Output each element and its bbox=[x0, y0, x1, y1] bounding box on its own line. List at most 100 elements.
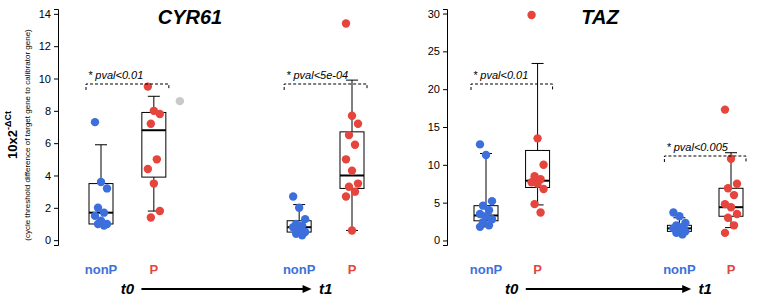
tick: 2 bbox=[45, 202, 58, 214]
box-body bbox=[340, 132, 364, 189]
point bbox=[103, 184, 111, 192]
point bbox=[476, 140, 484, 148]
point bbox=[678, 230, 686, 238]
point bbox=[342, 155, 350, 163]
bracket bbox=[664, 156, 746, 162]
point bbox=[156, 110, 164, 118]
y-axis-note: (cycle threshold difference of target ge… bbox=[23, 29, 32, 241]
point bbox=[733, 180, 741, 188]
tick-mark bbox=[54, 143, 58, 144]
y-axis-line bbox=[54, 10, 59, 246]
category-label: nonP bbox=[283, 262, 316, 277]
box-body bbox=[89, 184, 113, 224]
point bbox=[530, 200, 538, 208]
time-label: t1 bbox=[319, 280, 332, 297]
point bbox=[147, 213, 155, 221]
tick: 6 bbox=[45, 137, 58, 149]
point bbox=[144, 165, 152, 173]
tick-label: 10 bbox=[39, 73, 51, 85]
box bbox=[719, 153, 743, 228]
tick-mark bbox=[54, 208, 58, 209]
box bbox=[340, 80, 364, 230]
tick: 0 bbox=[434, 234, 447, 246]
tick-mark bbox=[54, 79, 58, 80]
point bbox=[289, 192, 297, 200]
tick-mark bbox=[54, 175, 58, 176]
box bbox=[89, 145, 113, 226]
median bbox=[142, 129, 166, 131]
whisker-cap bbox=[95, 144, 107, 145]
outlier bbox=[176, 97, 184, 105]
title: TAZ bbox=[581, 6, 619, 28]
point bbox=[348, 111, 356, 119]
tick: 20 bbox=[428, 83, 447, 95]
y-axis: 0 2 4 6 8 10 12 14 bbox=[39, 8, 59, 246]
tick-mark bbox=[443, 51, 447, 52]
box bbox=[142, 96, 166, 211]
bracket bbox=[471, 84, 553, 90]
tick-label: 4 bbox=[45, 170, 51, 182]
point bbox=[539, 161, 547, 169]
category-label: nonP bbox=[85, 262, 118, 277]
point bbox=[485, 221, 493, 229]
tick: 5 bbox=[434, 197, 447, 209]
category-label: P bbox=[533, 262, 542, 277]
arrow-line bbox=[141, 288, 305, 290]
point bbox=[675, 212, 683, 220]
tick-label: 0 bbox=[45, 234, 51, 246]
whisker bbox=[486, 153, 487, 205]
tick-label: 2 bbox=[45, 202, 51, 214]
point bbox=[147, 120, 155, 128]
tick: 14 bbox=[39, 8, 58, 20]
whisker-cap bbox=[532, 63, 544, 64]
category-label: nonP bbox=[663, 262, 696, 277]
time-label: t0 bbox=[505, 280, 519, 297]
annotation: * pval<5e-04 bbox=[286, 69, 348, 81]
tick: 30 bbox=[428, 8, 447, 20]
tick-mark bbox=[54, 14, 58, 15]
tick-mark bbox=[54, 46, 58, 47]
bracket bbox=[86, 84, 169, 90]
point bbox=[727, 203, 735, 211]
point bbox=[97, 178, 105, 186]
tick-label: 25 bbox=[428, 45, 440, 57]
category-label: P bbox=[727, 262, 736, 277]
tick-mark bbox=[54, 240, 58, 241]
point bbox=[298, 231, 306, 239]
y-axis: 0 5 10 15 20 25 30 bbox=[428, 8, 448, 247]
point bbox=[721, 105, 729, 113]
tick-label: 5 bbox=[434, 197, 440, 209]
point bbox=[91, 118, 99, 126]
point bbox=[536, 208, 544, 216]
tick: 12 bbox=[39, 40, 58, 52]
arrow-head bbox=[303, 285, 312, 293]
tick: 4 bbox=[45, 170, 58, 182]
tick-mark bbox=[443, 89, 447, 90]
plot-marks bbox=[474, 11, 743, 239]
tick-label: 20 bbox=[428, 83, 440, 95]
point bbox=[345, 131, 353, 139]
tick-label: 30 bbox=[428, 8, 440, 20]
point bbox=[539, 185, 547, 193]
point bbox=[476, 223, 484, 231]
plot-marks bbox=[89, 19, 364, 239]
point bbox=[721, 229, 729, 237]
point bbox=[533, 134, 541, 142]
tick-label: 10 bbox=[428, 159, 440, 171]
arrow-line bbox=[526, 288, 685, 290]
chart: CYR610246810121410x2-ΔCt(cycle threshold… bbox=[0, 0, 763, 298]
category-label: nonP bbox=[470, 262, 503, 277]
tick: 8 bbox=[45, 105, 58, 117]
y-axis-title: 10x2-ΔCt bbox=[3, 111, 20, 159]
tick-mark bbox=[443, 165, 447, 166]
point bbox=[488, 197, 496, 205]
point bbox=[342, 19, 350, 27]
tick: 25 bbox=[428, 45, 447, 57]
tick-mark bbox=[443, 127, 447, 128]
point bbox=[730, 221, 738, 229]
tick-label: 15 bbox=[428, 121, 440, 133]
bracket bbox=[284, 84, 367, 90]
point bbox=[730, 191, 738, 199]
tick-mark bbox=[443, 240, 447, 241]
whisker bbox=[352, 80, 353, 132]
